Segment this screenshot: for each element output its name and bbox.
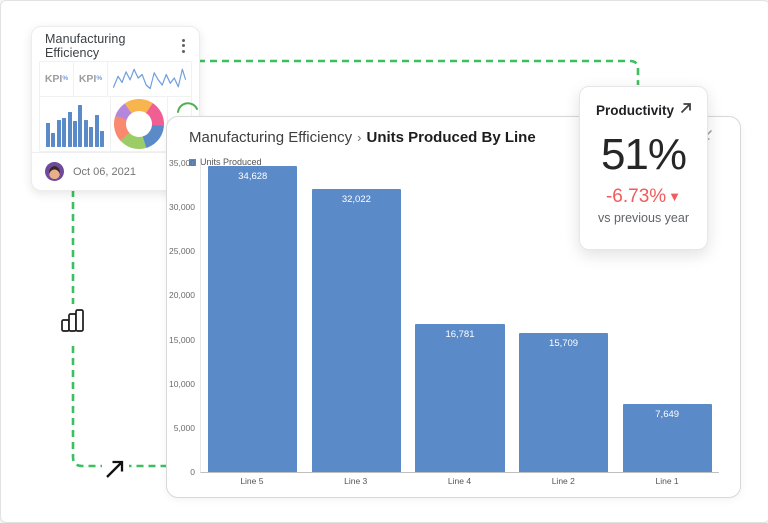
sparkline-widget — [108, 62, 191, 96]
kpi-widget-1: KPI% — [40, 62, 74, 96]
mini-bar — [51, 132, 56, 147]
mini-bar — [89, 126, 94, 147]
y-axis-tick: 35,000 — [169, 158, 195, 168]
y-axis-tick: 30,000 — [169, 202, 195, 213]
mini-bar — [62, 117, 67, 147]
mini-bar — [78, 105, 83, 147]
delta-value: -6.73% — [605, 186, 667, 207]
breadcrumb-separator: › — [357, 130, 362, 145]
mini-bar — [73, 121, 77, 147]
mini-card-title: Manufacturing Efficiency — [45, 31, 126, 60]
y-axis-tick: 0 — [190, 467, 195, 477]
y-axis-tick: 15,000 — [169, 334, 195, 345]
legend-label: Units Produced — [200, 157, 262, 167]
y-axis-tick: 10,000 — [169, 378, 195, 389]
kpi-widget-2: KPI% — [74, 62, 108, 96]
legend-item-units-produced[interactable]: Units Produced — [189, 157, 262, 167]
productivity-value: 51% — [600, 130, 687, 179]
chart-breadcrumb-title: Manufacturing Efficiency › Units Produced … — [189, 129, 690, 147]
y-axis-tick: 5,000 — [173, 422, 195, 433]
x-axis-label: Line 3 — [344, 476, 368, 486]
bar-value-label: 15,709 — [549, 338, 579, 350]
expand-arrow-icon[interactable] — [678, 100, 694, 121]
mini-bar — [94, 115, 99, 147]
mini-widget-grid: KPI% KPI% — [39, 61, 198, 152]
bar-value-label: 34,628 — [238, 171, 268, 183]
units-produced-chart-card: Manufacturing Efficiency › Units Produced … — [166, 116, 741, 498]
bar-value-label: 7,649 — [655, 409, 680, 421]
bar-line-3[interactable]: 32,022 — [311, 189, 401, 472]
x-axis-label: Line 5 — [240, 476, 264, 486]
productivity-caption: vs previous year — [597, 211, 689, 225]
y-axis-tick: 25,000 — [169, 246, 195, 257]
productivity-kpi-card[interactable]: Productivity 51% -6.73% ▼ vs previous yea… — [579, 86, 708, 250]
kpi-unit: % — [62, 75, 69, 83]
kebab-menu-icon[interactable] — [178, 36, 189, 56]
mini-bar — [100, 131, 104, 147]
bar-line-4[interactable]: 16,781 — [415, 323, 505, 472]
x-axis-label: Line 4 — [447, 476, 472, 486]
sparkline-path — [112, 68, 187, 90]
donut-chart-widget — [111, 96, 168, 152]
chart-title-prefix: Manufacturing Efficiency — [189, 129, 353, 146]
mini-bar — [83, 119, 88, 147]
kpi-label: KPI — [78, 72, 97, 85]
bar-line-2[interactable]: 15,709 — [519, 333, 609, 472]
bar-line-1[interactable]: 7,649 — [622, 404, 712, 472]
bar-value-label: 32,022 — [341, 194, 371, 206]
x-axis-labels: Line 5 Line 3 Line 4 Line 2 Line 1 — [200, 476, 719, 486]
gauge-arc-icon — [177, 102, 198, 113]
productivity-title: Productivity — [596, 103, 675, 118]
legend-swatch — [189, 158, 196, 166]
kpi-unit: % — [96, 75, 103, 83]
bar-line-5[interactable]: 34,628 — [208, 166, 298, 472]
kpi-label: KPI — [44, 72, 63, 85]
delta-down-triangle-icon: ▼ — [668, 189, 682, 204]
chart-title-main: Units Produced By Line — [366, 129, 536, 146]
user-avatar — [45, 162, 64, 181]
bar-value-label: 16,781 — [445, 328, 475, 340]
mini-bar — [56, 120, 61, 147]
arrow-up-right-icon — [102, 455, 129, 487]
bar-plot: 34,628 32,022 16,781 15,709 7,649 — [200, 163, 719, 473]
mini-bar — [46, 122, 50, 147]
x-axis-label: Line 2 — [551, 476, 575, 486]
y-axis: 0 5,000 10,000 15,000 20,000 25,000 30,000 35,0… — [167, 158, 195, 477]
card-date: Oct 06, 2021 — [73, 165, 136, 178]
productivity-delta: -6.73% ▼ — [580, 186, 707, 208]
connector-top — [198, 59, 640, 85]
x-axis-label: Line 1 — [655, 476, 679, 486]
donut-chart — [114, 99, 164, 150]
mini-bar-chart-widget — [40, 96, 111, 152]
mini-bar — [67, 111, 72, 147]
y-axis-tick: 20,000 — [169, 290, 195, 301]
bar-chart-icon — [58, 304, 88, 341]
